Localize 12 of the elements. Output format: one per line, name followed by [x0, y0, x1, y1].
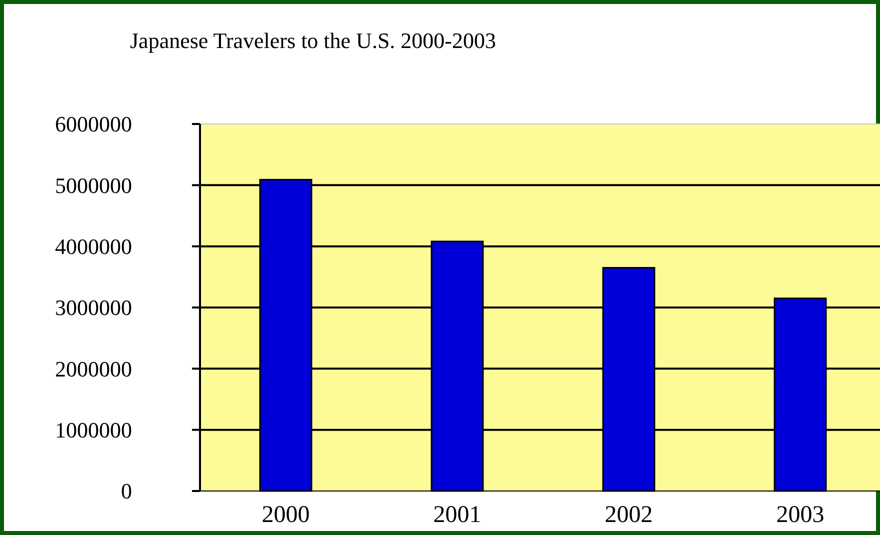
chart-title: Japanese Travelers to the U.S. 2000-2003 — [130, 28, 496, 53]
y-tick-label: 4000000 — [55, 234, 132, 260]
y-tick-label: 3000000 — [55, 295, 132, 320]
y-tick-label: 5000000 — [55, 172, 132, 198]
x-tick-label: 2001 — [433, 502, 482, 528]
y-tick-label: 0 — [121, 478, 132, 504]
x-tick-label: 2002 — [604, 502, 653, 528]
y-tick-label: 6000000 — [55, 112, 132, 137]
x-tick-label: 2003 — [776, 502, 824, 528]
x-tick-label: 2000 — [262, 502, 310, 528]
y-tick-label: 1000000 — [55, 418, 132, 443]
y-tick-label: 2000000 — [55, 356, 132, 382]
